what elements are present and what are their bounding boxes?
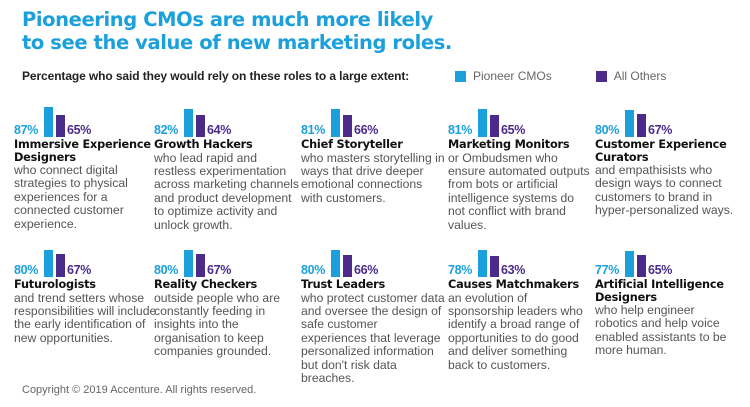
others-value-label: 66% xyxy=(354,263,379,277)
role-description: and trend setters whose responsibilities… xyxy=(14,290,157,345)
others-value-label: 67% xyxy=(648,123,673,137)
role-bar-group: 78% 63% xyxy=(448,243,593,277)
bar-pioneer xyxy=(184,250,193,277)
others-value-label: 65% xyxy=(648,263,673,277)
role-bar-group: 80% 67% xyxy=(14,243,159,277)
bar-others xyxy=(637,114,646,137)
bar-pioneer xyxy=(44,107,53,137)
role-card: 82% 64% Growth Hackers who lead rapid and r… xyxy=(154,103,299,232)
role-description: who lead rapid and restless experimentat… xyxy=(154,150,299,232)
bar-pioneer xyxy=(625,110,634,137)
role-title: Chief Storyteller xyxy=(301,138,403,151)
pioneer-value-label: 81% xyxy=(301,123,326,137)
title-line-1: Pioneering CMOs are much more likely xyxy=(22,8,433,31)
role-bar-group: 77% 65% xyxy=(595,243,735,277)
page-title: Pioneering CMOs are much more likely to … xyxy=(22,8,452,54)
role-title: Futurologists xyxy=(14,278,96,291)
role-card: 80% 66% Trust Leaders who protect customer … xyxy=(301,243,446,385)
role-description: an evolution of sponsorship leaders who … xyxy=(448,290,583,372)
role-bar-group: 81% 65% xyxy=(448,103,593,137)
role-title: Causes Matchmakers xyxy=(448,278,579,291)
others-value-label: 67% xyxy=(207,263,232,277)
others-value-label: 65% xyxy=(501,123,526,137)
role-title: Immersive Experience Designers xyxy=(14,138,151,164)
role-card: 77% 65% Artificial Intelligence Designers w… xyxy=(595,243,735,358)
legend-swatch-pioneer xyxy=(455,70,466,82)
role-description: and empathisists who design ways to conn… xyxy=(595,163,734,218)
legend-item-others: All Others xyxy=(595,69,667,83)
pioneer-value-label: 80% xyxy=(301,263,326,277)
role-description: who help engineer robotics and help voic… xyxy=(595,303,727,358)
bar-others xyxy=(196,254,205,277)
pioneer-value-label: 78% xyxy=(448,263,473,277)
bar-pioneer xyxy=(331,109,340,137)
role-title: Customer Experience Curators xyxy=(595,138,727,164)
role-title: Marketing Monitors xyxy=(448,138,570,151)
pioneer-value-label: 87% xyxy=(14,123,39,137)
pioneer-value-label: 82% xyxy=(154,123,179,137)
role-card: 80% 67% Customer Experience Curators and em… xyxy=(595,103,735,218)
chart-legend: Pioneer CMOs All Others xyxy=(455,69,666,83)
bar-pioneer xyxy=(331,250,340,277)
role-description: outside people who are constantly feedin… xyxy=(154,290,281,359)
title-line-2: to see the value of new marketing roles. xyxy=(22,31,452,54)
bar-pioneer xyxy=(625,251,634,277)
bar-pioneer xyxy=(478,250,487,277)
pioneer-value-label: 80% xyxy=(14,263,39,277)
bar-others xyxy=(637,255,646,277)
role-card: 87% 65% Immersive Experience Designers who … xyxy=(14,103,159,231)
role-bar-group: 80% 67% xyxy=(154,243,299,277)
pioneer-value-label: 77% xyxy=(595,263,620,277)
legend-label-pioneer: Pioneer CMOs xyxy=(473,69,552,83)
role-card: 80% 67% Reality Checkers outside people who… xyxy=(154,243,299,359)
others-value-label: 65% xyxy=(67,123,92,137)
legend-swatch-others xyxy=(595,70,607,82)
chart-subtitle: Percentage who said they would rely on t… xyxy=(22,69,410,83)
role-bar-group: 80% 66% xyxy=(301,243,446,277)
copyright-notice: Copyright © 2019 Accenture. All rights r… xyxy=(22,384,257,396)
role-bar-group: 80% 67% xyxy=(595,103,735,137)
pioneer-value-label: 80% xyxy=(595,123,620,137)
others-value-label: 64% xyxy=(207,123,232,137)
bar-pioneer xyxy=(478,109,487,137)
bar-others xyxy=(343,115,352,137)
role-card: 81% 66% Chief Storyteller who masters story… xyxy=(301,103,446,205)
role-card: 80% 67% Futurologists and trend setters who… xyxy=(14,243,159,345)
legend-item-pioneer: Pioneer CMOs xyxy=(455,69,552,83)
role-title: Artificial Intelligence Designers xyxy=(595,278,724,304)
bar-others xyxy=(56,115,65,137)
bar-others xyxy=(196,115,205,137)
role-bar-group: 81% 66% xyxy=(301,103,446,137)
role-description: who masters storytelling in ways that dr… xyxy=(301,150,445,205)
pioneer-value-label: 80% xyxy=(154,263,179,277)
pioneer-value-label: 81% xyxy=(448,123,473,137)
role-description: or Ombudsmen who ensure automated output… xyxy=(448,150,590,232)
legend-label-others: All Others xyxy=(613,69,667,83)
role-title: Trust Leaders xyxy=(301,278,386,291)
role-bar-group: 87% 65% xyxy=(14,103,159,137)
bar-others xyxy=(343,255,352,277)
bar-pioneer xyxy=(184,109,193,137)
role-description: who connect digital strategies to physic… xyxy=(14,163,128,231)
others-value-label: 63% xyxy=(501,263,526,277)
role-card: 81% 65% Marketing Monitors or Ombudsmen who… xyxy=(448,103,593,232)
bar-others xyxy=(490,256,499,277)
bar-pioneer xyxy=(44,250,53,277)
others-value-label: 67% xyxy=(67,263,92,277)
role-card: 78% 63% Causes Matchmakers an evolution of … xyxy=(448,243,593,372)
role-bar-group: 82% 64% xyxy=(154,103,299,137)
role-title: Growth Hackers xyxy=(154,138,253,151)
bar-others xyxy=(490,115,499,137)
role-description: who protect customer data and oversee th… xyxy=(301,290,445,385)
bar-others xyxy=(56,254,65,277)
others-value-label: 66% xyxy=(354,123,379,137)
role-title: Reality Checkers xyxy=(154,278,258,291)
